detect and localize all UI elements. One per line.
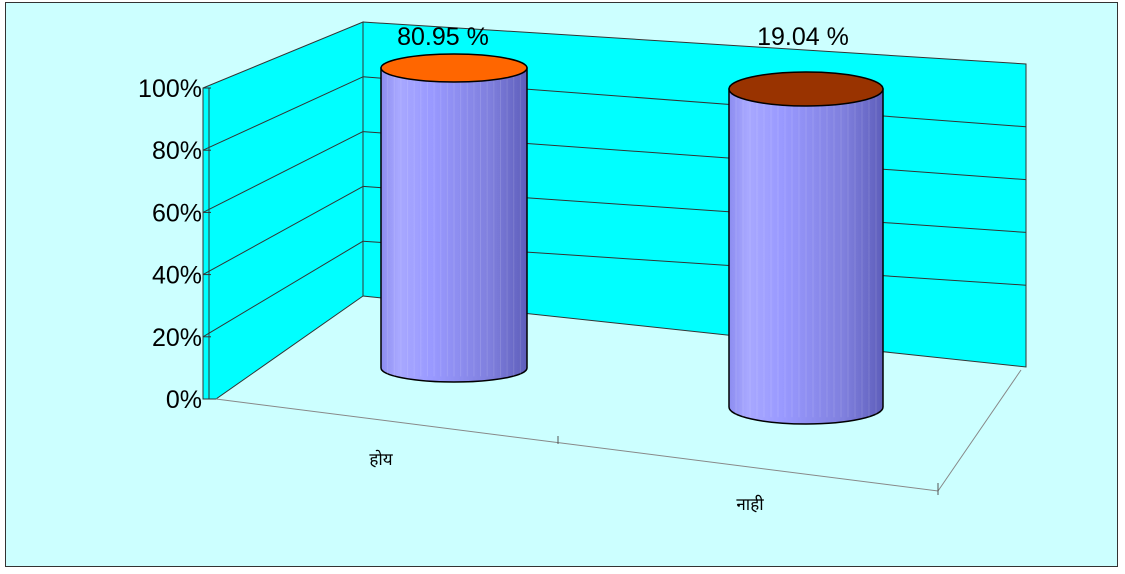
gridline-side <box>202 131 364 213</box>
category-label: नाही <box>736 494 764 515</box>
y-axis: 0% 20% 40% 60% 80% 100% <box>138 75 211 414</box>
category-label: होय <box>369 449 393 470</box>
cylinder-top <box>380 53 528 83</box>
chart-frame: 0% 20% 40% 60% 80% 100% 80.95 % 19.04 % होय नाह… <box>5 2 1118 567</box>
y-tick-label: 60% <box>152 199 202 227</box>
y-tick-label: 80% <box>152 137 202 165</box>
floor-outline <box>215 369 1022 492</box>
cylinder-bar-chart: 0% 20% 40% 60% 80% 100% 80.95 % 19.04 % होय नाह… <box>138 21 1027 515</box>
gridline-side <box>202 76 364 151</box>
data-label: 19.04 % <box>757 23 849 51</box>
y-tick-label: 100% <box>138 75 202 103</box>
bars: 80.95 % 19.04 % <box>380 23 884 425</box>
data-label: 80.95 % <box>397 23 489 51</box>
cylinder-bar: 19.04 % <box>728 23 884 425</box>
cylinder-body <box>380 67 528 383</box>
cylinder-bar: 80.95 % <box>380 23 528 383</box>
y-tick-label: 40% <box>152 262 202 290</box>
side-wall <box>202 21 364 400</box>
x-axis: होय नाही <box>369 436 939 515</box>
cylinder-body <box>728 88 884 425</box>
gridline-side <box>202 240 364 338</box>
gridline-side <box>202 185 364 276</box>
y-tick-label: 0% <box>166 386 202 414</box>
y-tick-label: 20% <box>152 324 202 352</box>
cylinder-top <box>728 71 884 107</box>
